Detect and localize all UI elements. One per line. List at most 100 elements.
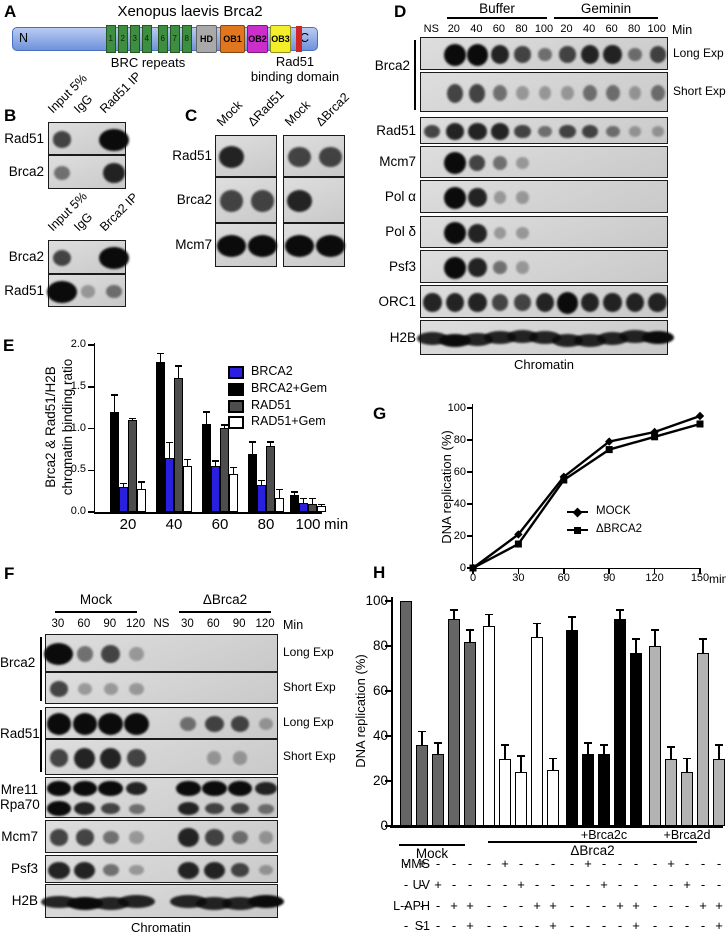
h-bar [665, 758, 677, 826]
g-y-tick [466, 439, 473, 441]
treatment-flag: - [601, 856, 607, 871]
protein-band [466, 43, 489, 66]
protein-band [103, 163, 125, 183]
e-legend-label: BRCA2 [251, 364, 293, 378]
blot-row-label: Brca2 [176, 192, 212, 207]
protein-band [286, 190, 313, 212]
treatment-flag: - [486, 877, 492, 892]
blot-box [45, 672, 278, 704]
h-error-line [453, 610, 455, 619]
protein-band [129, 831, 144, 844]
protein-band [469, 155, 486, 171]
e-error-line [302, 498, 305, 503]
e-bar [308, 504, 317, 512]
e-y-tick-label: 0.0 [70, 505, 86, 517]
protein-band [255, 781, 277, 795]
treatment-flag: - [684, 898, 690, 913]
treatment-flag: - [569, 898, 575, 913]
protein-band [233, 751, 248, 765]
h-bar [582, 754, 594, 826]
g-x-tick [653, 569, 656, 574]
bracket-label: Brca2 [0, 655, 36, 670]
protein-band [105, 284, 123, 299]
protein-band [75, 829, 95, 846]
treatment-flag: + [533, 898, 541, 913]
blot-box [45, 707, 278, 739]
h-error-cap [434, 741, 442, 744]
blot-box [420, 117, 668, 144]
protein-band [46, 780, 72, 796]
treatment-flag: - [502, 918, 508, 933]
h-error-cap [450, 609, 458, 611]
g-y-tick [466, 535, 473, 537]
lane-label: 20 [560, 23, 573, 35]
protein-band [127, 749, 146, 767]
h-error-cap [418, 730, 426, 733]
treatment-flag: - [403, 898, 409, 913]
e-error-cap [203, 411, 210, 413]
h-error-line [421, 731, 423, 745]
protein-band [76, 646, 93, 662]
e-bar [275, 497, 284, 512]
blot-box [283, 135, 345, 177]
protein-band [444, 43, 466, 66]
protein-band [99, 247, 129, 269]
treatment-flag: + [418, 856, 426, 871]
treatment-label: MMS [400, 857, 430, 871]
protein-band [538, 125, 552, 138]
protein-band [445, 123, 465, 140]
protein-band [535, 292, 555, 313]
treatment-flag: - [502, 877, 508, 892]
treatment-flag: - [451, 918, 457, 933]
treatment-flag: - [550, 877, 556, 892]
brc-repeat-box: 3 [130, 25, 140, 53]
treatment-flag: + [549, 898, 557, 913]
protein-band [177, 802, 199, 816]
protein-band [53, 165, 71, 181]
protein-band [445, 292, 465, 313]
protein-band [176, 780, 201, 796]
protein-band [180, 717, 197, 731]
e-bar [119, 486, 128, 512]
e-y-tick [88, 344, 95, 346]
e-error-line [311, 498, 314, 505]
blot-box [40, 884, 285, 918]
h-error-line [603, 745, 605, 754]
domain-box-hd: HD [196, 25, 217, 53]
treatment-label: S1 [414, 919, 430, 933]
treatment-flag: - [419, 898, 425, 913]
protein-band [559, 46, 576, 63]
group-underline [554, 17, 658, 19]
min-label: Min [283, 618, 304, 632]
treatment-flag: - [668, 877, 674, 892]
h-y-tick-label: 20 [372, 773, 388, 788]
panel-g-letter: G [373, 404, 387, 423]
h-error-line [504, 745, 506, 759]
treatment-flag: + [549, 918, 557, 933]
g-legend-label: ΔBRCA2 [596, 523, 643, 535]
treatment-flag: - [467, 856, 473, 871]
h-error-cap [616, 609, 624, 611]
domain-box-ob1: OB1 [220, 25, 245, 53]
panel-c-letter: C [185, 106, 198, 125]
protein-band [651, 126, 664, 137]
protein-band [605, 84, 620, 102]
protein-band [625, 292, 645, 313]
c-terminus-label: C [300, 31, 310, 45]
bracket-line [40, 710, 42, 772]
h-x-axis [390, 825, 723, 828]
h-error-cap [600, 744, 608, 746]
treatment-flag: + [667, 856, 675, 871]
blot-box [420, 180, 668, 213]
protein-band [538, 47, 552, 62]
protein-band [493, 227, 507, 239]
chart-e-x-unit-label: min [324, 516, 349, 533]
h-error-line [619, 610, 621, 619]
protein-band [177, 861, 199, 879]
treatment-flag: - [534, 856, 540, 871]
protein-band [315, 235, 346, 257]
h-bar [432, 754, 444, 826]
protein-band [492, 84, 507, 102]
treatment-flag: - [502, 898, 508, 913]
